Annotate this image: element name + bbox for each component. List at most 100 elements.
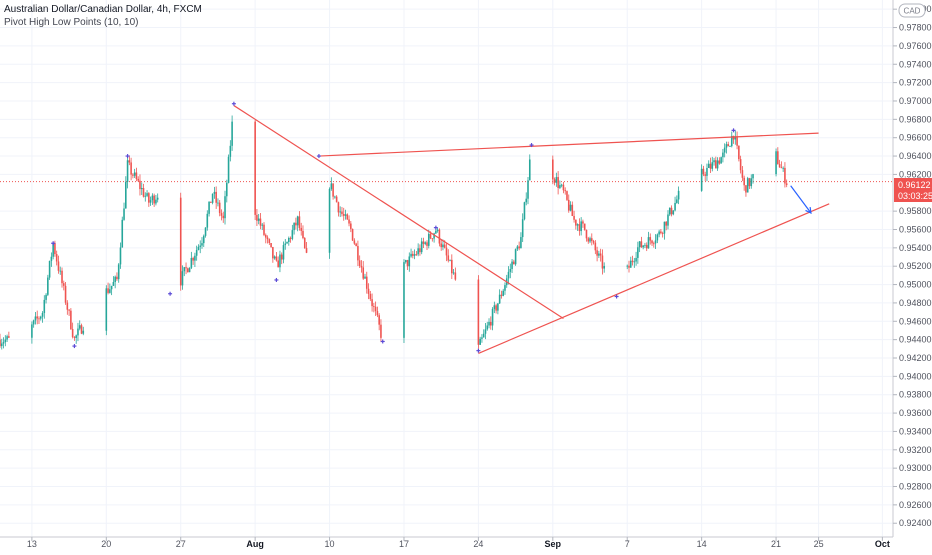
candle-body xyxy=(654,240,657,244)
candle-body xyxy=(739,159,742,171)
candle xyxy=(263,222,265,237)
indicator-legend[interactable]: Pivot High Low Points (10, 10) xyxy=(4,17,139,28)
candle xyxy=(642,245,644,250)
candle xyxy=(199,240,202,254)
candle xyxy=(211,193,214,205)
candle xyxy=(288,236,290,246)
candle-body xyxy=(38,318,40,320)
candle xyxy=(201,237,203,249)
candle xyxy=(601,249,604,275)
candle xyxy=(188,267,191,273)
candle-body xyxy=(495,305,497,311)
candle-body xyxy=(571,204,574,216)
candle xyxy=(380,319,382,343)
candle xyxy=(408,252,411,272)
candle-body xyxy=(367,288,370,294)
candle xyxy=(362,261,365,280)
candle-body xyxy=(119,247,122,265)
candle xyxy=(109,283,111,294)
candles-layer[interactable] xyxy=(0,115,788,350)
candle xyxy=(752,173,754,184)
candle-body xyxy=(413,254,416,256)
candle-body xyxy=(447,255,450,261)
candle xyxy=(254,120,256,221)
candle xyxy=(427,229,430,249)
candle-body xyxy=(266,237,269,240)
candle-body xyxy=(647,237,650,249)
candle-body xyxy=(702,168,705,175)
price-tick-label: 0.95800 xyxy=(899,206,932,216)
price-axis-ticks[interactable]: 0.980000.978000.976000.974000.972000.970… xyxy=(893,4,932,528)
price-tick-label: 0.93600 xyxy=(899,408,932,418)
candle xyxy=(566,190,568,201)
candle xyxy=(677,186,680,205)
candle xyxy=(498,289,501,304)
candle-body xyxy=(50,256,53,261)
candle-body xyxy=(528,159,531,181)
chart-title: Australian Dollar/Canadian Dollar, 4h, F… xyxy=(4,4,202,15)
currency-badge[interactable]: CAD xyxy=(898,3,926,18)
candle xyxy=(454,267,457,281)
candle xyxy=(715,156,717,169)
candle-body xyxy=(785,183,788,185)
pivot-high-marker xyxy=(51,241,56,246)
candle xyxy=(351,228,354,241)
candle-body xyxy=(677,190,680,200)
candle-body xyxy=(738,145,740,160)
candle-body xyxy=(47,277,49,295)
candle xyxy=(674,196,676,212)
candle-body xyxy=(305,248,308,253)
trendlines-layer[interactable] xyxy=(233,105,830,354)
candle-body xyxy=(782,167,784,169)
candle-body xyxy=(523,202,526,220)
price-tick-label: 0.92800 xyxy=(899,482,932,492)
candle xyxy=(139,174,141,196)
candle xyxy=(700,164,703,192)
candle xyxy=(663,221,666,240)
trendline xyxy=(233,105,564,320)
candle-body xyxy=(155,199,157,204)
candle xyxy=(654,234,657,250)
candle-body xyxy=(452,272,455,274)
time-tick-label: 13 xyxy=(27,539,37,549)
candle xyxy=(738,145,740,162)
candle-body xyxy=(482,333,485,338)
candle xyxy=(105,285,108,336)
candle-body xyxy=(567,199,570,211)
candle-body xyxy=(451,259,453,274)
pivot-high-marker xyxy=(529,143,534,148)
candle xyxy=(305,241,308,254)
candle-body xyxy=(516,246,519,250)
bar-countdown: 03:03:25 xyxy=(898,191,932,201)
candle-body xyxy=(61,270,63,284)
candle-body xyxy=(555,177,558,183)
candle xyxy=(80,323,83,335)
candle-body xyxy=(553,179,556,183)
candle-body xyxy=(670,207,673,215)
candle-body xyxy=(559,185,561,188)
candle xyxy=(61,267,63,288)
pivot-low-marker xyxy=(476,348,481,353)
candle-body xyxy=(637,247,639,258)
forecast-arrow-layer[interactable] xyxy=(790,185,812,214)
candle xyxy=(277,256,279,268)
candle-body xyxy=(778,164,781,168)
candle-body xyxy=(264,234,267,238)
price-tick-label: 0.92600 xyxy=(899,500,932,510)
price-tick-label: 0.96200 xyxy=(899,169,932,179)
candle-body xyxy=(211,193,214,203)
time-axis-ticks[interactable]: 13 20 27 Aug 10 17 24 Sep 7 14 21 25 Oct xyxy=(27,537,890,549)
candle-body xyxy=(135,172,138,179)
candle-body xyxy=(231,121,233,146)
candle-body xyxy=(704,174,706,176)
candle-body xyxy=(220,213,223,216)
candle-body xyxy=(406,260,409,267)
candle-body xyxy=(153,195,155,204)
candle-body xyxy=(741,170,744,178)
candle xyxy=(371,293,373,312)
candle xyxy=(528,154,531,181)
candle xyxy=(82,326,85,336)
